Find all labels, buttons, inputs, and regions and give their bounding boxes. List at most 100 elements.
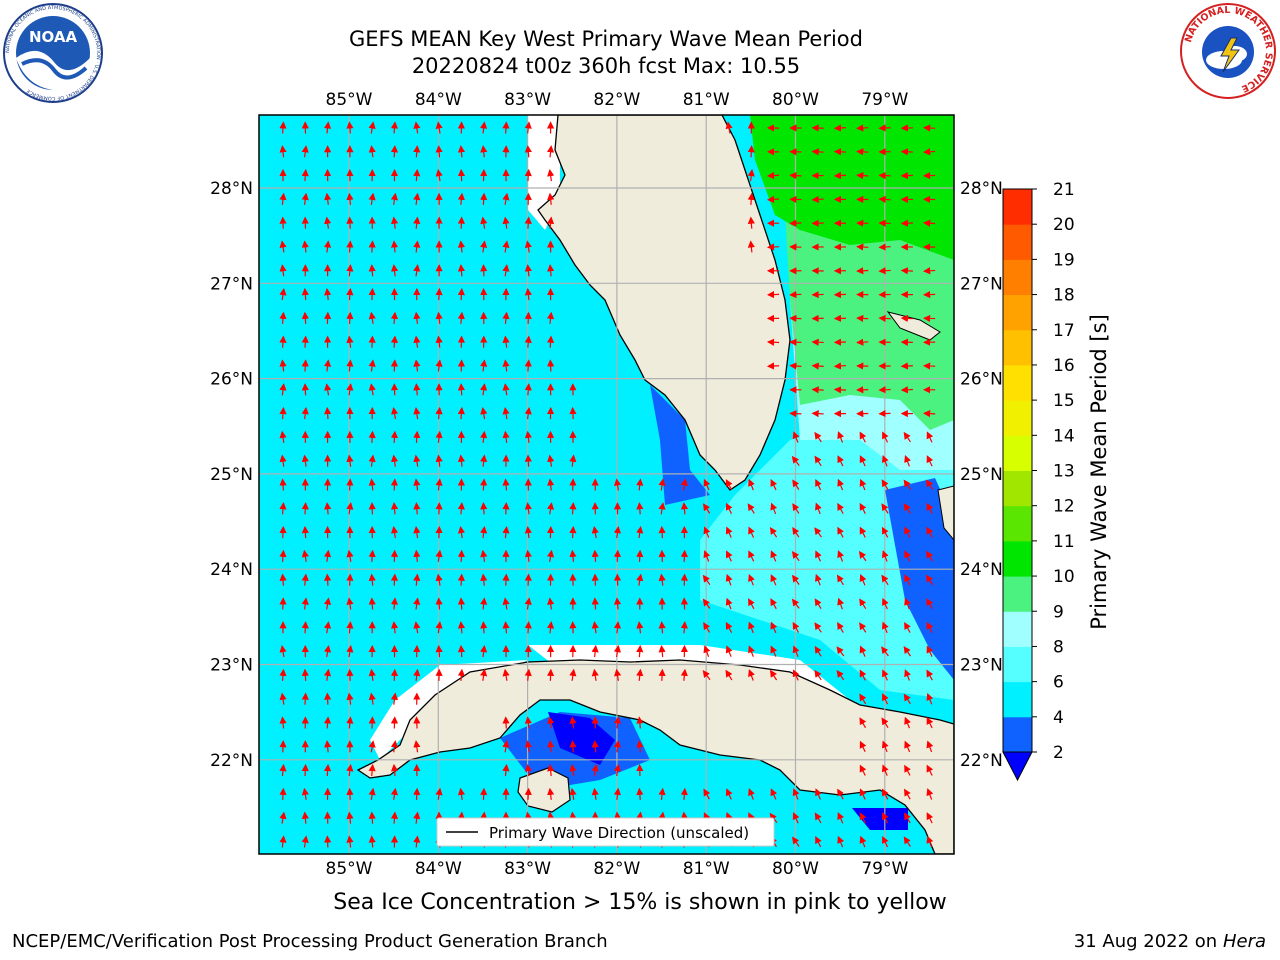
colorbar-tick-label: 8 <box>1053 637 1064 657</box>
wave-direction-arrow <box>902 366 913 367</box>
wave-direction-arrow <box>350 218 351 229</box>
wave-direction-arrow <box>790 175 801 176</box>
sea-ice-note: Sea Ice Concentration > 15% is shown in … <box>0 890 1280 915</box>
wave-direction-arrow <box>394 813 395 824</box>
wave-direction-arrow <box>880 247 891 248</box>
colorbar-tick-label: 21 <box>1053 180 1075 200</box>
colorbar-tick-label: 6 <box>1053 673 1064 693</box>
wave-direction-arrow <box>768 199 779 200</box>
wave-direction-arrow <box>790 294 801 295</box>
wave-direction-arrow <box>327 694 328 705</box>
wave-direction-arrow <box>617 551 618 562</box>
lon-label-top: 83°W <box>504 90 551 110</box>
wave-direction-arrow <box>528 361 529 372</box>
wave-direction-arrow <box>350 575 351 586</box>
wave-direction-arrow <box>394 432 395 443</box>
lon-label-top: 84°W <box>415 90 462 110</box>
wave-direction-arrow <box>835 389 846 390</box>
wave-direction-arrow <box>327 575 328 586</box>
lon-label-bottom: 82°W <box>593 859 640 879</box>
wave-direction-arrow <box>305 313 306 324</box>
lat-label-left: 27°N <box>210 274 253 294</box>
wave-direction-arrow <box>684 622 685 633</box>
lon-label-top: 79°W <box>861 90 908 110</box>
wave-direction-arrow <box>305 670 306 681</box>
wave-direction-arrow <box>768 366 779 367</box>
wave-direction-arrow <box>461 218 462 229</box>
wave-direction-arrow <box>528 218 529 229</box>
lat-label-right: 26°N <box>960 370 1003 390</box>
wave-direction-arrow <box>327 408 328 419</box>
wave-direction-arrow <box>372 432 373 443</box>
wave-direction-arrow <box>595 551 596 562</box>
wave-direction-arrow <box>640 551 641 562</box>
wave-direction-arrow <box>639 503 640 514</box>
wave-direction-arrow <box>573 575 574 586</box>
lat-label-left: 26°N <box>210 370 253 390</box>
wave-direction-arrow <box>528 456 529 467</box>
wave-direction-arrow <box>350 242 351 253</box>
wave-direction-arrow <box>305 765 306 776</box>
wave-direction-arrow <box>924 223 935 224</box>
wave-direction-arrow <box>283 480 284 491</box>
colorbar-segment <box>1003 576 1032 612</box>
colorbar-segment <box>1003 611 1032 647</box>
wave-direction-arrow <box>506 718 507 729</box>
wave-direction-arrow <box>305 361 306 372</box>
wave-direction-arrow <box>902 318 913 319</box>
wave-direction-arrow <box>768 175 779 176</box>
colorbar-tick-label: 19 <box>1053 250 1075 270</box>
wave-direction-arrow <box>857 128 868 129</box>
colorbar-segment <box>1003 259 1032 295</box>
colorbar-segment <box>1003 435 1032 471</box>
wave-direction-arrow <box>528 789 529 800</box>
date-stamp: 31 Aug 2022 on Hera <box>1074 931 1266 952</box>
wave-direction-arrow <box>813 151 824 152</box>
colorbar-tick-label: 18 <box>1053 286 1075 306</box>
wave-direction-arrow <box>372 289 373 300</box>
wave-direction-arrow <box>573 503 574 514</box>
wave-direction-arrow <box>305 384 306 395</box>
lon-label-top: 80°W <box>772 90 819 110</box>
lon-label-top: 81°W <box>683 90 730 110</box>
wave-direction-arrow <box>483 622 484 633</box>
colorbar-segment <box>1003 646 1032 682</box>
lon-label-top: 82°W <box>593 90 640 110</box>
wave-direction-arrow <box>461 646 462 657</box>
lon-label-bottom: 84°W <box>415 859 462 879</box>
wave-direction-arrow <box>305 622 306 633</box>
wave-direction-arrow <box>924 151 935 152</box>
wave-direction-arrow <box>573 622 574 633</box>
wave-direction-arrow <box>305 503 306 514</box>
wave-direction-arrow <box>372 337 373 348</box>
wave-direction-arrow <box>461 599 462 610</box>
lon-label-top: 85°W <box>326 90 373 110</box>
wave-direction-arrow <box>372 551 373 562</box>
wave-direction-arrow <box>394 670 395 681</box>
wave-direction-arrow <box>751 146 752 157</box>
wave-direction-arrow <box>327 837 328 848</box>
credit-line: NCEP/EMC/Verification Post Processing Pr… <box>12 931 608 952</box>
wave-direction-arrow <box>813 342 824 343</box>
wave-direction-arrow <box>790 413 801 414</box>
wave-direction-arrow <box>394 361 395 372</box>
colorbar-segment <box>1003 541 1032 577</box>
wave-direction-arrow <box>350 789 351 800</box>
wave-direction-arrow <box>595 599 596 610</box>
wave-direction-arrow <box>461 575 462 586</box>
wave-direction-arrow <box>880 199 891 200</box>
wave-direction-arrow <box>394 146 395 157</box>
wave-direction-arrow <box>573 527 574 538</box>
wave-direction-arrow <box>573 741 574 752</box>
wave-direction-arrow <box>305 527 306 538</box>
colorbar-tick-label: 16 <box>1053 356 1075 376</box>
map-figure: 85°W 84°W 83°W 82°W 81°W 80°W 79°W 85°W 84°W 83°… <box>0 0 1280 960</box>
colorbar-segment <box>1003 295 1032 331</box>
wave-direction-arrow <box>790 366 801 367</box>
wave-direction-arrow <box>902 270 913 271</box>
wave-direction-arrow <box>372 242 373 253</box>
wave-direction-arrow <box>813 389 824 390</box>
wave-direction-arrow <box>305 694 306 705</box>
wave-direction-arrow <box>813 366 824 367</box>
wave-direction-arrow <box>461 384 462 395</box>
